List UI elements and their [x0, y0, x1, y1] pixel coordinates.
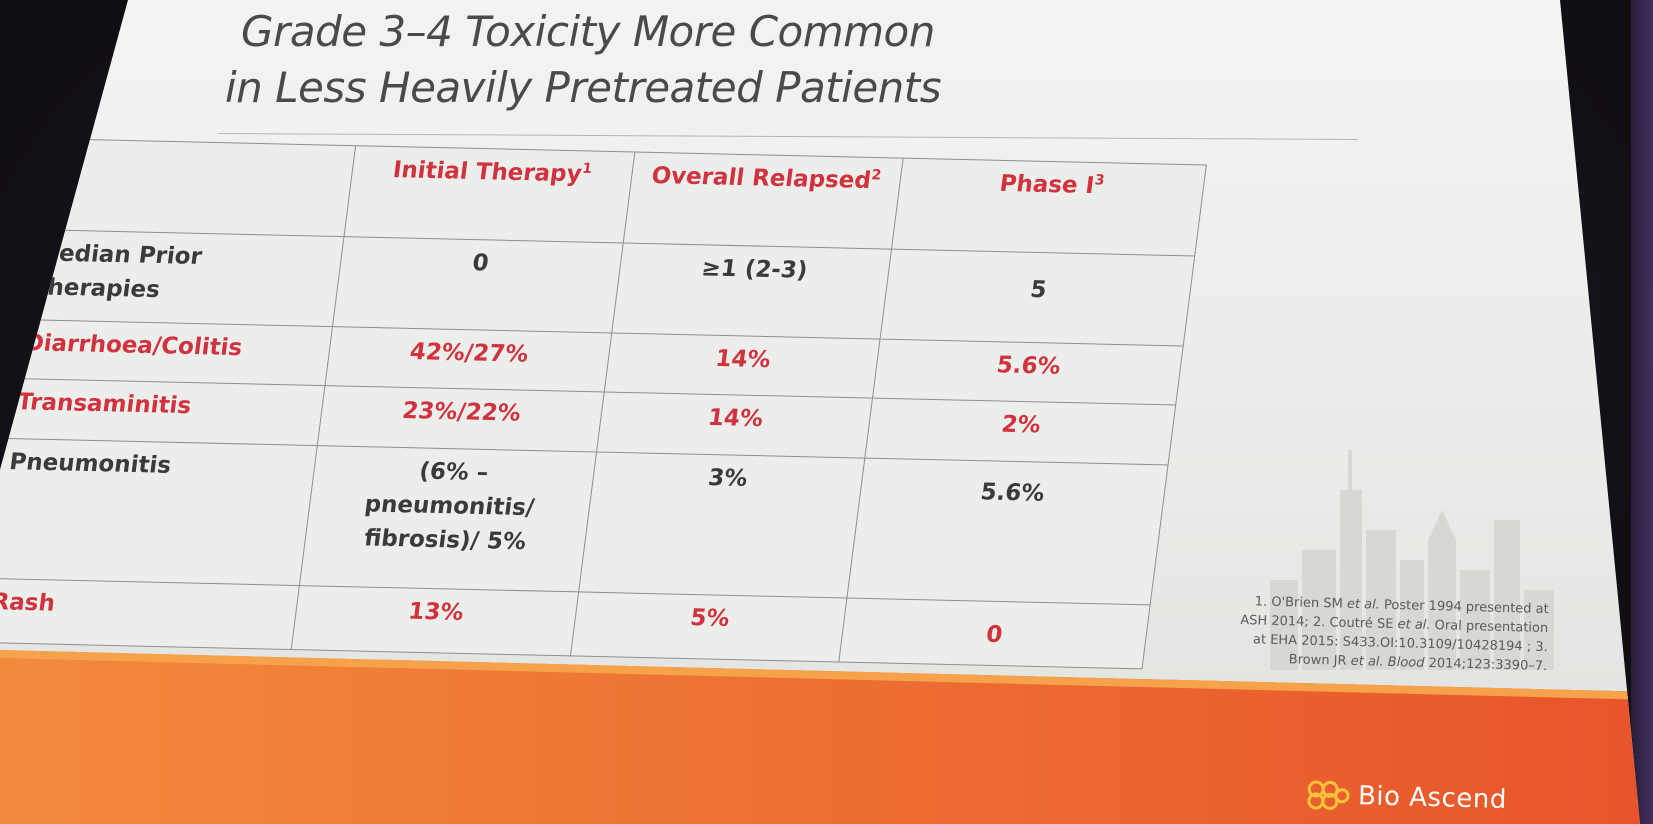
table-row-pneumonitis: Pneumonitis (6% – pneumonitis/ fibrosis)…	[0, 438, 1169, 606]
row-label-diarrhoea-colitis: Diarrhoea/Colitis	[9, 319, 333, 386]
column-header-label: Initial Therapy	[391, 157, 584, 188]
row-label-rash: Rash	[0, 578, 299, 650]
slide-title: Grade 3–4 Toxicity More Common in Less H…	[225, 4, 1125, 116]
row-label-median-prior-therapies: Median Prior Therapies	[17, 229, 344, 327]
table-corner-cell	[28, 138, 356, 238]
toxicity-table-container: Initial Therapy1 Overall Relapsed2 Phase…	[0, 138, 1207, 670]
brand-name: Bio Ascend	[1357, 781, 1508, 816]
column-header-label: Phase I	[998, 170, 1096, 200]
city-skyline-graphic	[1270, 450, 1554, 670]
column-header-overall-relapsed: Overall Relapsed2	[623, 152, 904, 250]
citation-et-al: et al.	[1397, 617, 1431, 633]
cell-overall-relapsed: 3%	[578, 451, 865, 599]
title-divider	[218, 133, 1358, 140]
row-label-pneumonitis: Pneumonitis	[0, 438, 317, 586]
column-header-ref: 1	[581, 160, 594, 177]
column-header-ref: 2	[870, 167, 883, 184]
cell-overall-relapsed: 14%	[604, 332, 881, 399]
cell-initial-therapy: 13%	[290, 585, 579, 656]
cell-initial-therapy: (6% – pneumonitis/ fibrosis)/ 5%	[298, 445, 597, 593]
citation-et-al: et al.	[1346, 596, 1381, 613]
cell-initial-therapy: 23%/22%	[316, 385, 605, 452]
flower-logo-icon	[1307, 780, 1350, 810]
cell-phase-i: 2%	[864, 398, 1176, 465]
cell-phase-i: 5.6%	[872, 338, 1184, 406]
slide-title-line-2: in Less Heavily Pretreated Patients	[225, 63, 942, 112]
citation-ref-1: 1. O'Brien SM	[1254, 594, 1348, 612]
cell-overall-relapsed: ≥1 (2-3)	[611, 243, 892, 339]
screen-edge-glow	[1631, 0, 1653, 824]
cell-initial-therapy: 0	[332, 237, 624, 333]
cell-phase-i: 5	[880, 249, 1195, 346]
cell-overall-relapsed: 14%	[596, 392, 873, 458]
cell-initial-therapy: 42%/27%	[324, 326, 612, 393]
column-header-ref: 3	[1093, 172, 1106, 189]
brand-logo: Bio Ascend	[1300, 775, 1561, 822]
cell-phase-i: 5.6%	[846, 457, 1169, 606]
column-header-phase-i: Phase I3	[891, 158, 1207, 257]
row-label-transaminitis: Transaminitis	[2, 378, 325, 446]
toxicity-table: Initial Therapy1 Overall Relapsed2 Phase…	[0, 138, 1207, 670]
column-header-initial-therapy: Initial Therapy1	[343, 145, 636, 244]
slide-title-line-1: Grade 3–4 Toxicity More Common	[241, 7, 935, 56]
column-header-label: Overall Relapsed	[650, 162, 873, 194]
footer-orange-band	[0, 650, 1640, 824]
